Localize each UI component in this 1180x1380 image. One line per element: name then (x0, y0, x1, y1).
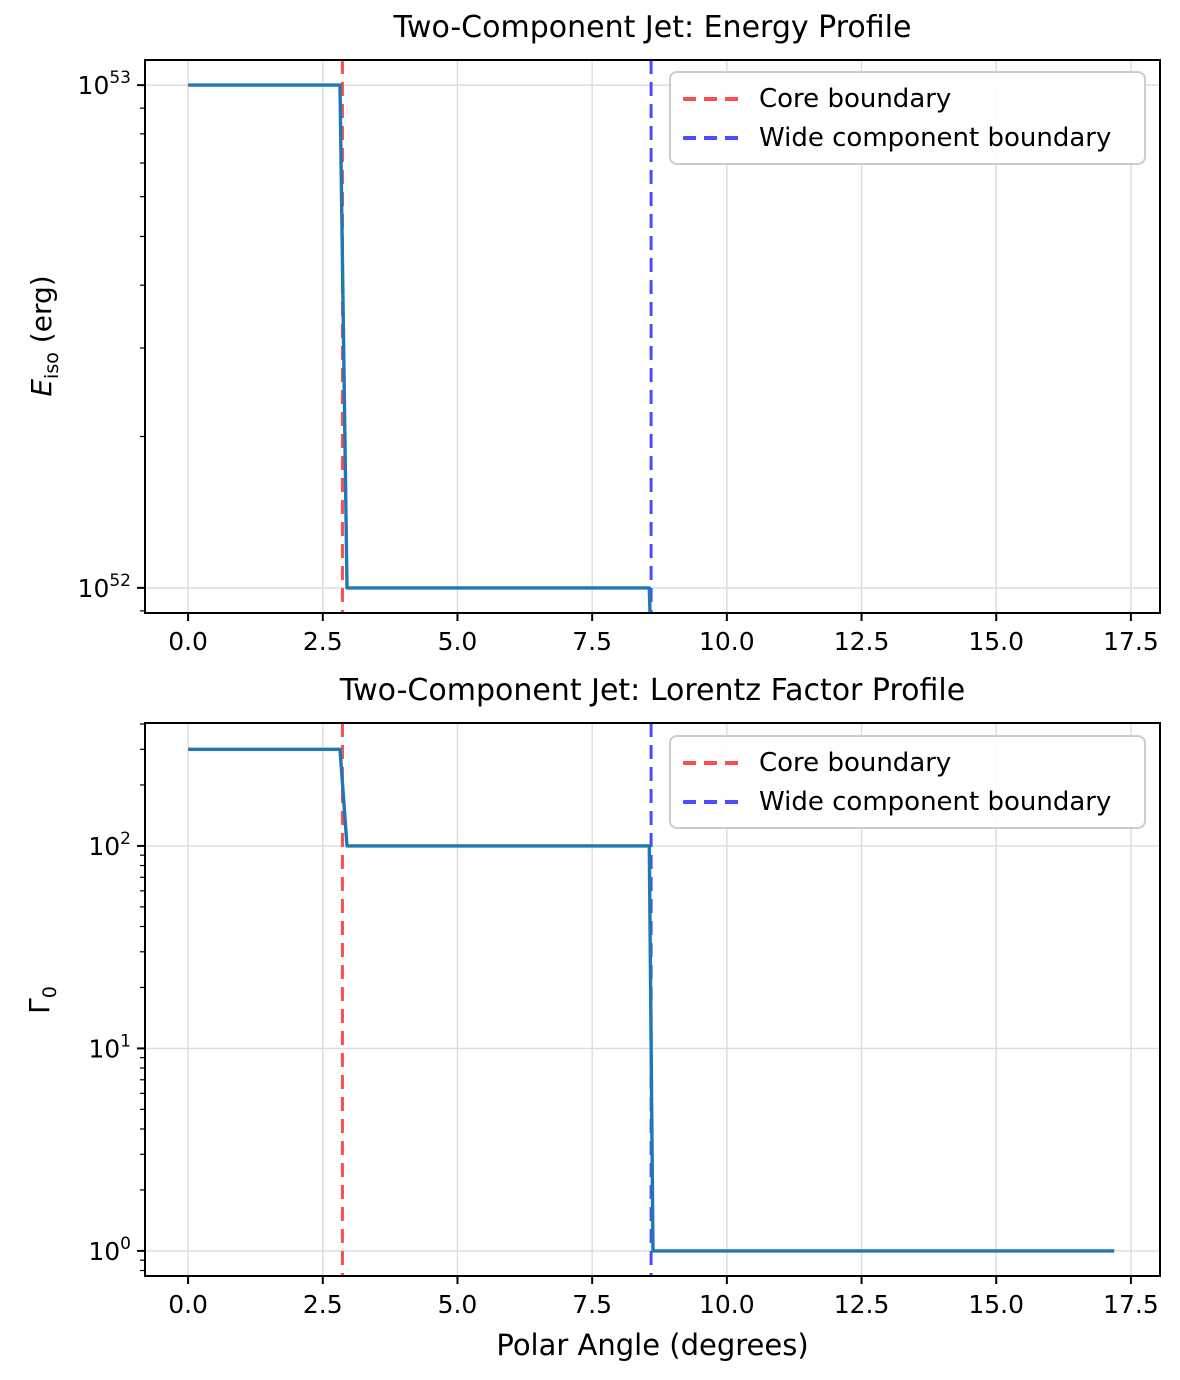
x-tick-label: 7.5 (572, 627, 612, 656)
y-label-subscript: 0 (38, 986, 61, 999)
y-label-units: (erg) (25, 275, 59, 353)
y-label-symbol: Γ (23, 998, 57, 1014)
legend-item: Core boundary (683, 82, 1132, 115)
y-label-subscript: iso (40, 352, 63, 379)
y-tick-label: 100 (88, 1234, 131, 1266)
x-tick-label: 12.5 (834, 627, 890, 656)
x-tick-label: 5.0 (438, 627, 478, 656)
x-tick-label: 5.0 (438, 1290, 478, 1319)
legend-item: Core boundary (683, 746, 1132, 779)
y-label-symbol: E (25, 378, 59, 397)
legend-item: Wide component boundary (683, 785, 1132, 818)
x-tick-label: 17.5 (1103, 1290, 1159, 1319)
energy-y-axis-label: Eiso (erg) (25, 275, 63, 396)
x-tick-label: 2.5 (303, 1290, 343, 1319)
x-tick-label: 10.0 (699, 1290, 755, 1319)
lorentz-chart-legend: Core boundary Wide component boundary (669, 735, 1146, 829)
legend-dash-sample (683, 96, 739, 101)
lorentz-factor-line (188, 747, 1115, 1253)
lorentz-factor-chart: 0.0 2.5 5.0 7.5 10.0 12.5 15.0 17.5 102 101 100 (88, 722, 1161, 1319)
y-tick-label: 102 (88, 829, 131, 861)
x-tick-label: 0.0 (168, 627, 208, 656)
x-tick-label: 0.0 (168, 1290, 208, 1319)
energy-profile-line (188, 83, 652, 613)
axes-spines (144, 722, 1161, 1277)
x-tick-label: 2.5 (303, 627, 343, 656)
x-tick-label: 10.0 (699, 627, 755, 656)
y-tick-label: 1053 (78, 68, 131, 100)
lorentz-chart-title: Two-Component Jet: Lorentz Factor Profil… (339, 673, 966, 708)
lorentz-y-axis-label: Γ0 (23, 986, 61, 1014)
legend-label: Core boundary (759, 83, 952, 114)
legend-label: Wide component boundary (759, 122, 1112, 153)
legend-dash-sample (683, 135, 739, 140)
axes-spines (144, 59, 1161, 614)
x-tick-label: 15.0 (968, 627, 1024, 656)
legend-label: Wide component boundary (759, 786, 1112, 817)
x-tick-label: 7.5 (572, 1290, 612, 1319)
legend-dash-sample (683, 760, 739, 765)
legend-item: Wide component boundary (683, 121, 1132, 154)
x-tick-label: 15.0 (968, 1290, 1024, 1319)
y-tick-label: 1052 (78, 571, 131, 603)
energy-chart-title: Two-Component Jet: Energy Profile (393, 10, 912, 45)
legend-dash-sample (683, 799, 739, 804)
x-tick-label: 12.5 (834, 1290, 890, 1319)
x-tick-label: 17.5 (1103, 627, 1159, 656)
y-tick-label: 101 (88, 1031, 131, 1063)
x-axis-label: Polar Angle (degrees) (496, 1328, 809, 1362)
energy-chart-legend: Core boundary Wide component boundary (669, 71, 1146, 165)
legend-label: Core boundary (759, 747, 952, 778)
